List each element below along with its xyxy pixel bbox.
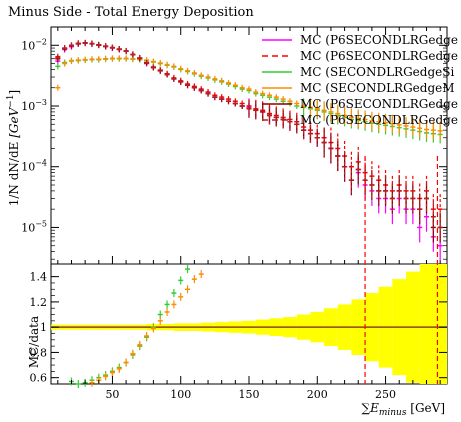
ratio-y-tick-label: 1.2 (30, 296, 48, 309)
ratio-x-tick-label: 150 (239, 388, 260, 401)
main-y-axis-title-unit: [GeV (7, 106, 21, 137)
ratio-y-tick-label: 0.6 (30, 372, 48, 385)
legend-label: MC (P6SECONDLRGedge (300, 33, 458, 47)
ratio-plot: 0.6 0.8 1 1.2 1.4 50 100 150 200 250 (30, 156, 448, 401)
ratio-x-tick-label: 50 (105, 388, 119, 401)
legend: MC (P6SECONDLRGedge MC (P6SECONDLRGedge MC… (262, 33, 458, 127)
ratio-y-tick-label: 0.8 (30, 346, 48, 359)
x-axis-title-sub: minus (379, 408, 407, 418)
main-y-tick-label: 10−3 (21, 98, 47, 113)
legend-label: MC (P6SECONDLRGedge (300, 97, 458, 111)
ratio-x-tick-label: 100 (170, 388, 191, 401)
ratio-y-axis-title: MC/data (27, 316, 41, 368)
main-y-tick-label: 10−2 (21, 37, 47, 52)
ratio-x-axis-title: ∑Eminus [GeV] (362, 401, 446, 418)
main-y-tick-label: 10−5 (21, 219, 47, 234)
ratio-x-tick-label: 250 (375, 388, 396, 401)
x-axis-title-sigma: ∑ (362, 401, 371, 415)
chart-title: Minus Side - Total Energy Deposition (8, 5, 254, 20)
ratio-x-tick-label: 200 (307, 388, 328, 401)
main-plot: 10−2 10−3 10−4 10−5 (21, 26, 448, 265)
main-y-axis-title: 1/N dN/dE [GeV−1] (6, 90, 21, 207)
ratio-y-tick-label: 1 (40, 321, 47, 334)
legend-label: MC (SECONDLRGedgeM (300, 81, 455, 95)
ratio-y-tick-label: 1.4 (30, 271, 48, 284)
legend-label: MC (SECONDLRGedgeSi (300, 65, 454, 79)
legend-label: MC (P6SECONDLRGedge (300, 49, 458, 63)
main-y-axis-title-exp: −1 (6, 94, 16, 107)
legend-label: MC (P6SECONDLRGedge (300, 113, 458, 127)
x-axis-title-unit: [GeV] (406, 401, 445, 415)
main-y-tick-label: 10−4 (21, 159, 47, 174)
main-y-axis-title-prefix: 1/N dN/dE (7, 138, 21, 206)
main-y-axis-title-close: ] (7, 90, 21, 95)
x-axis-title-e: E (369, 401, 379, 415)
uncertainty-band (419, 264, 434, 384)
svg-text:1/N dN/dE [GeV−1]: 1/N dN/dE [GeV−1] (6, 90, 21, 207)
uncertainty-band (433, 264, 447, 384)
